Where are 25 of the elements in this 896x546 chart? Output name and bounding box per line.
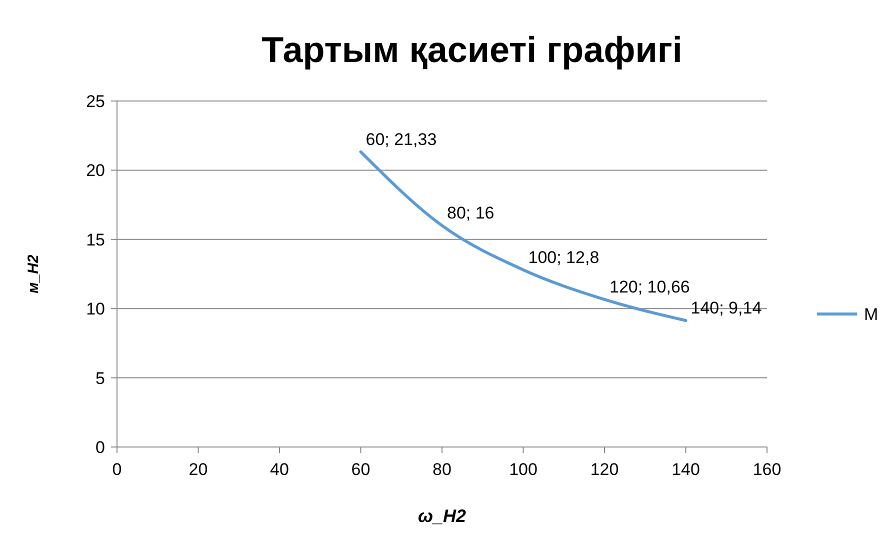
x-axis-title: ω_H2	[418, 506, 466, 526]
y-tick-label: 25	[86, 92, 105, 111]
data-label: 120; 10,66	[610, 277, 690, 296]
legend-label: M	[864, 304, 878, 324]
y-tick-label: 20	[86, 161, 105, 180]
x-tick-label: 60	[351, 460, 370, 479]
y-tick-label: 0	[96, 438, 105, 457]
data-label: 100; 12,8	[528, 248, 600, 267]
x-tick-label: 120	[590, 460, 619, 479]
y-tick-label: 15	[86, 230, 105, 250]
data-label: 140; 9,14	[690, 298, 762, 318]
x-tick-label: 100	[509, 460, 538, 479]
x-tick-label: 140	[672, 460, 700, 479]
data-label: 80; 16	[447, 204, 494, 223]
data-label: 60; 21,33	[366, 130, 437, 149]
x-tick-label: 160	[752, 460, 782, 479]
x-tick-label: 40	[270, 460, 289, 479]
chart-title: Тартым қасиеті графигі	[262, 29, 682, 70]
y-tick-label: 10	[86, 300, 105, 319]
line-series	[359, 150, 688, 322]
x-tick-label: 0	[112, 460, 122, 479]
x-tick-label: 80	[432, 460, 452, 479]
x-tick-label: 20	[188, 460, 208, 479]
y-tick-label: 5	[96, 368, 105, 388]
y-axis-title: м_H2	[25, 254, 42, 294]
